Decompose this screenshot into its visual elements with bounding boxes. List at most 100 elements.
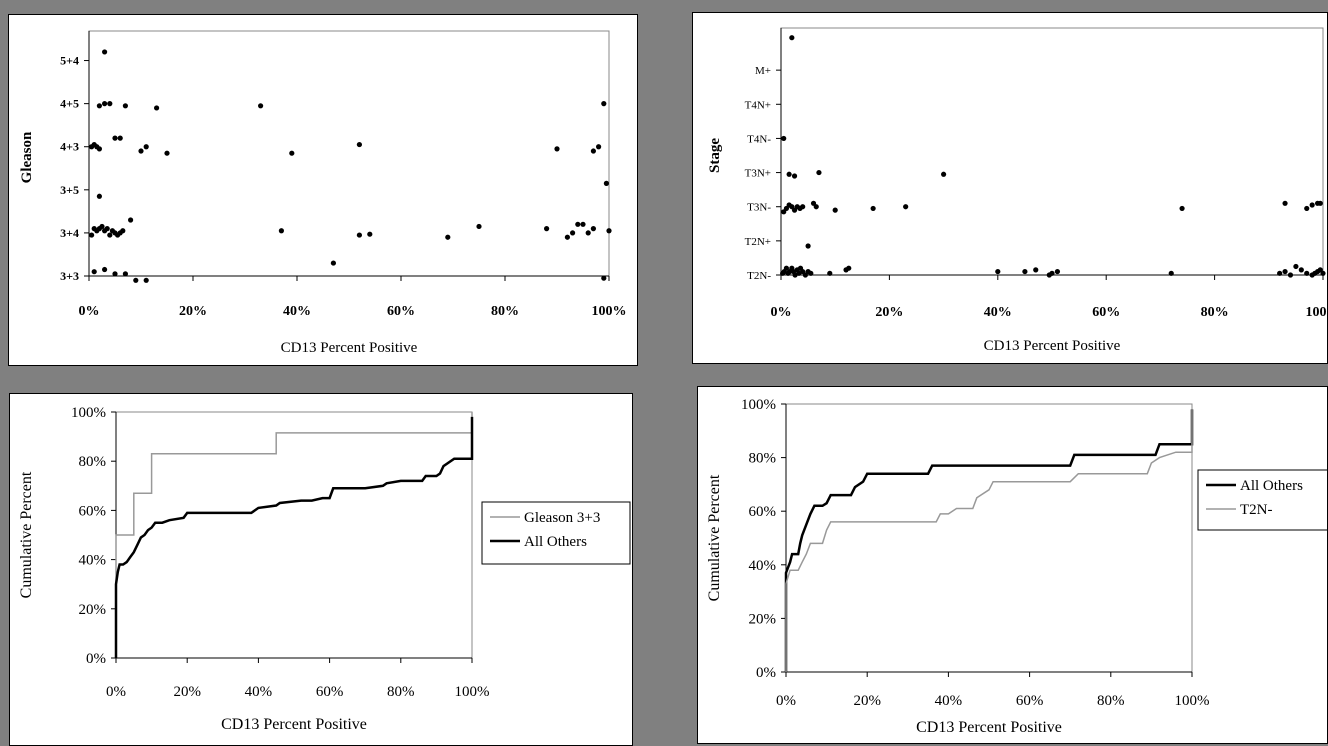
- y-tick-label: 40%: [749, 558, 777, 574]
- x-tick-label: 0%: [776, 693, 796, 709]
- data-point: [1317, 200, 1323, 206]
- data-point: [445, 234, 451, 240]
- plot-area: [780, 27, 1324, 276]
- x-tick-label: 80%: [1201, 305, 1229, 320]
- x-tick-label: 40%: [935, 693, 963, 709]
- data-point: [805, 243, 811, 249]
- data-point: [112, 135, 118, 141]
- data-point: [995, 268, 1001, 275]
- data-point: [96, 146, 102, 152]
- x-tick-label: 100%: [1306, 305, 1328, 320]
- data-point: [96, 103, 102, 109]
- data-point: [791, 173, 798, 179]
- data-point: [603, 180, 610, 186]
- data-point: [330, 260, 336, 266]
- x-tick-label: 0%: [79, 304, 100, 319]
- y-tick-label: 0%: [86, 651, 106, 667]
- data-point: [601, 101, 607, 107]
- data-point: [1293, 263, 1299, 270]
- chart-gleason-cdf: 0% 20% 40% 60% 80% 100% 0% 20% 40% 60% 80% 100% CD13…: [18, 405, 631, 733]
- data-point: [1179, 205, 1185, 212]
- x-tick-label: 60%: [387, 304, 415, 319]
- data-point: [112, 271, 118, 277]
- data-point: [554, 146, 560, 152]
- data-point: [808, 270, 814, 276]
- plot-area: [785, 403, 1193, 673]
- legend-label-0: All Others: [1240, 478, 1303, 494]
- panel-stage-cdf: 0% 20% 40% 60% 80% 100% 0% 20% 40% 60% 80% 100% CD13…: [697, 386, 1328, 744]
- x-tick-label: 0%: [771, 305, 792, 320]
- y-tick-label: 3+5: [60, 183, 79, 197]
- legend-label-0: Gleason 3+3: [524, 510, 600, 526]
- y-tick-label: 3+4: [60, 226, 79, 240]
- data-point: [564, 234, 571, 240]
- panel-gleason-scatter: 3+3 3+4 3+5 4+3 4+5 5+4 0% 20% 40% 60% 80% 100% CD13…: [8, 14, 638, 366]
- data-point: [575, 221, 581, 227]
- legend-label-1: All Others: [524, 534, 587, 550]
- data-point: [258, 103, 264, 109]
- data-point: [278, 228, 284, 234]
- x-axis-label: CD13 Percent Positive: [916, 719, 1062, 736]
- y-tick-label: T3N+: [745, 168, 771, 180]
- series-line-0: [784, 409, 1194, 672]
- data-point: [128, 217, 134, 223]
- x-tick-label: 40%: [984, 305, 1012, 320]
- data-point: [827, 270, 833, 276]
- data-point: [846, 265, 852, 271]
- legend-box: [1197, 469, 1327, 531]
- data-point: [154, 105, 160, 111]
- data-point: [289, 150, 295, 156]
- data-point: [1282, 268, 1288, 275]
- data-point: [1304, 205, 1310, 212]
- data-point: [104, 226, 110, 232]
- data-point: [1287, 272, 1294, 278]
- data-point: [122, 103, 128, 109]
- data-point: [1320, 270, 1326, 276]
- x-tick-label: 40%: [283, 304, 311, 319]
- data-point: [356, 232, 362, 238]
- y-tick-label: 80%: [749, 451, 777, 467]
- y-axis-label: Stage: [707, 138, 723, 173]
- series-line-1: [114, 416, 474, 658]
- data-point: [941, 171, 947, 177]
- y-tick-label: 40%: [79, 553, 107, 569]
- series-line-0: [115, 412, 473, 658]
- data-point: [786, 171, 792, 177]
- data-point: [813, 204, 819, 210]
- data-point: [590, 148, 597, 154]
- x-tick-label: 20%: [853, 693, 881, 709]
- y-tick-label: T2N-: [747, 270, 771, 282]
- data-point: [1049, 270, 1055, 276]
- y-tick-label: 20%: [79, 602, 107, 618]
- data-point: [816, 169, 822, 176]
- legend-label-1: T2N-: [1240, 502, 1273, 518]
- data-point: [367, 231, 373, 237]
- data-point: [1309, 202, 1315, 208]
- x-axis-label: CD13 Percent Positive: [281, 340, 418, 356]
- x-tick-label: 100%: [455, 684, 490, 700]
- chart-gleason-scatter: 3+3 3+4 3+5 4+3 4+5 5+4 0% 20% 40% 60% 80% 100% CD13…: [19, 30, 627, 356]
- y-tick-label: T2N+: [745, 236, 771, 248]
- data-point: [107, 101, 113, 107]
- data-point: [1298, 267, 1304, 273]
- y-tick-label: 100%: [71, 405, 106, 421]
- data-point: [138, 148, 144, 154]
- data-point: [102, 49, 108, 55]
- data-point: [606, 228, 612, 234]
- data-point: [102, 101, 108, 107]
- data-point: [96, 193, 102, 199]
- data-point: [102, 266, 108, 273]
- data-point: [580, 221, 586, 227]
- y-tick-label: 60%: [749, 504, 777, 520]
- data-point: [596, 144, 602, 150]
- x-tick-label: 40%: [245, 684, 273, 700]
- data-point: [356, 141, 362, 148]
- data-point: [122, 271, 128, 277]
- y-tick-label: 4+5: [60, 97, 79, 111]
- data-point: [133, 277, 139, 283]
- x-tick-label: 0%: [106, 684, 126, 700]
- y-tick-label: 80%: [79, 454, 107, 470]
- data-point: [601, 275, 607, 281]
- data-point: [903, 204, 909, 210]
- data-point: [1033, 267, 1039, 273]
